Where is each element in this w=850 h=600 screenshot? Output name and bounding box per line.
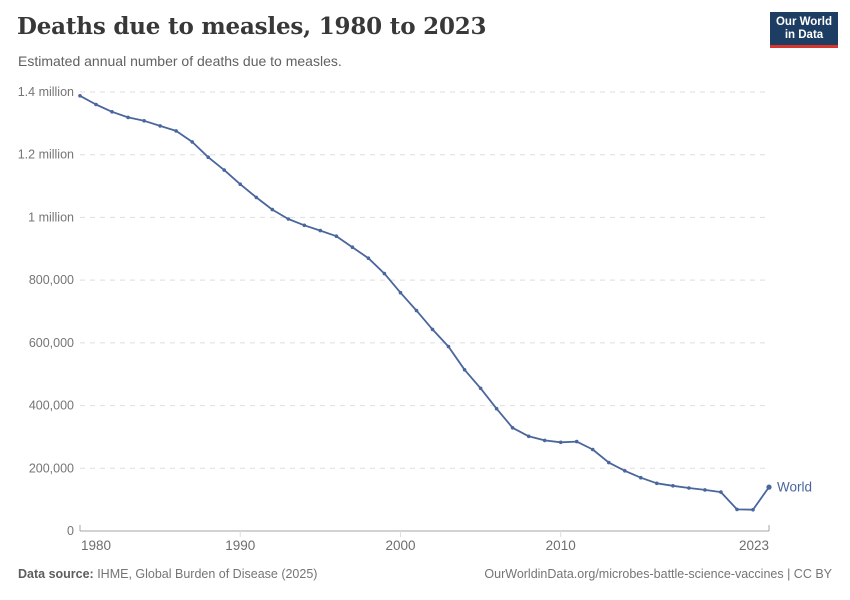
data-point[interactable] bbox=[687, 486, 691, 490]
data-source-note: Data source: IHME, Global Burden of Dise… bbox=[18, 567, 317, 581]
data-point[interactable] bbox=[270, 207, 275, 212]
data-source-label: Data source: bbox=[18, 567, 94, 581]
data-point[interactable] bbox=[494, 406, 499, 411]
data-point[interactable] bbox=[671, 484, 675, 488]
data-point[interactable] bbox=[639, 475, 643, 480]
data-point[interactable] bbox=[318, 228, 323, 233]
data-point[interactable] bbox=[607, 460, 611, 465]
data-point[interactable] bbox=[302, 223, 307, 228]
page-title: Deaths due to measles, 1980 to 2023 bbox=[17, 13, 487, 40]
data-point[interactable] bbox=[542, 438, 547, 443]
data-point[interactable] bbox=[190, 140, 194, 144]
owid-logo-line2: in Data bbox=[784, 28, 824, 41]
data-point[interactable] bbox=[94, 102, 98, 107]
data-point[interactable] bbox=[590, 447, 595, 452]
data-point[interactable] bbox=[478, 386, 483, 391]
data-point[interactable] bbox=[238, 182, 242, 186]
x-tick-label: 1990 bbox=[225, 538, 255, 553]
y-tick-label: 600,000 bbox=[29, 336, 74, 350]
y-tick-label: 1 million bbox=[28, 210, 74, 224]
data-point[interactable] bbox=[78, 94, 82, 98]
data-point[interactable] bbox=[350, 245, 355, 249]
data-point[interactable] bbox=[110, 110, 114, 114]
data-point[interactable] bbox=[703, 488, 707, 492]
world-series-line[interactable] bbox=[79, 94, 770, 511]
data-point[interactable] bbox=[286, 217, 291, 221]
data-point[interactable] bbox=[735, 507, 739, 512]
chart-subtitle: Estimated annual number of deaths due to… bbox=[18, 53, 342, 69]
series-label-world[interactable]: World bbox=[777, 480, 812, 495]
y-tick-label: 400,000 bbox=[29, 399, 74, 413]
data-point[interactable] bbox=[719, 490, 723, 494]
data-point[interactable] bbox=[206, 155, 210, 159]
x-tick-label: 2010 bbox=[546, 538, 576, 553]
data-point[interactable] bbox=[430, 327, 435, 332]
y-tick-label: 1.2 million bbox=[18, 148, 74, 162]
data-point[interactable] bbox=[366, 256, 371, 261]
y-tick-label: 800,000 bbox=[29, 273, 74, 287]
attribution-link[interactable]: OurWorldinData.org/microbes-battle-scien… bbox=[484, 567, 832, 581]
y-tick-label: 0 bbox=[67, 524, 74, 538]
data-point[interactable] bbox=[222, 168, 226, 172]
x-tick-label: 2000 bbox=[385, 538, 415, 553]
chart-footer: Data source: IHME, Global Burden of Dise… bbox=[18, 567, 832, 581]
data-point[interactable] bbox=[751, 507, 755, 512]
data-point[interactable] bbox=[334, 234, 339, 238]
owid-logo-line1: Our World bbox=[775, 15, 832, 28]
data-point[interactable] bbox=[623, 469, 627, 473]
data-point[interactable] bbox=[655, 481, 659, 486]
x-tick-label: 1980 bbox=[81, 538, 111, 553]
data-point[interactable] bbox=[158, 124, 162, 128]
data-point[interactable] bbox=[526, 434, 531, 439]
data-point[interactable] bbox=[382, 271, 387, 276]
data-source-text: IHME, Global Burden of Disease (2025) bbox=[93, 567, 318, 581]
data-point[interactable] bbox=[414, 308, 419, 313]
data-point[interactable] bbox=[174, 129, 178, 133]
data-point[interactable] bbox=[574, 439, 579, 444]
data-point[interactable] bbox=[142, 119, 146, 123]
y-tick-label: 1.4 million bbox=[18, 85, 74, 99]
data-point[interactable] bbox=[126, 115, 130, 120]
data-point[interactable] bbox=[254, 195, 259, 200]
data-point[interactable] bbox=[446, 344, 451, 349]
world-end-marker[interactable] bbox=[766, 484, 772, 490]
data-point[interactable] bbox=[510, 426, 515, 430]
data-point[interactable] bbox=[398, 290, 403, 295]
data-point[interactable] bbox=[462, 368, 467, 372]
owid-logo[interactable]: Our World in Data bbox=[770, 12, 838, 48]
data-point[interactable] bbox=[558, 440, 563, 445]
y-tick-label: 200,000 bbox=[29, 461, 74, 475]
x-tick-label: 2023 bbox=[739, 538, 769, 553]
